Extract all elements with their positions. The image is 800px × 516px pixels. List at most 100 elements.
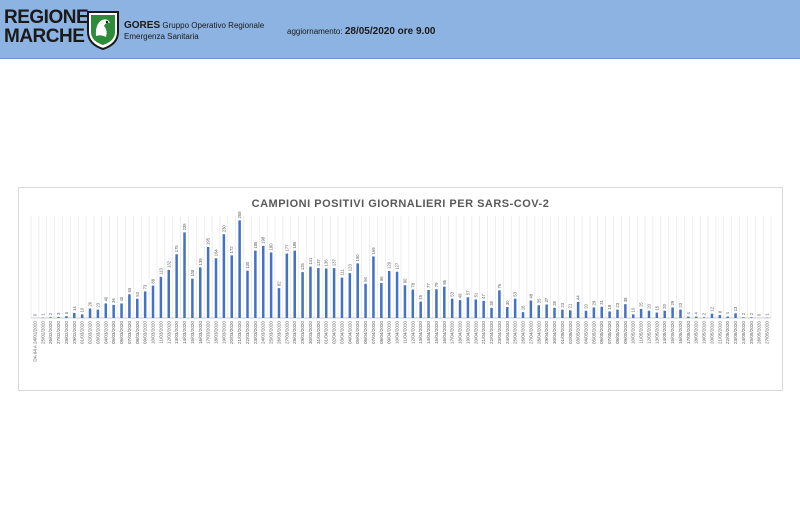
- bar: [309, 266, 312, 318]
- bar: [380, 283, 383, 318]
- x-tick-label: 06/03/2020: [119, 321, 124, 344]
- x-tick-label: 27/03/2020: [284, 321, 289, 344]
- data-label: 235: [182, 223, 187, 231]
- x-tick-label: 14/05/2020: [662, 321, 667, 344]
- bar: [679, 309, 682, 318]
- x-tick-label: 06/05/2020: [599, 321, 604, 344]
- bar: [592, 307, 596, 318]
- x-tick-label: 01/04/2020: [324, 321, 329, 344]
- bar: [214, 258, 218, 318]
- bar: [576, 301, 580, 318]
- data-label: 175: [174, 245, 179, 253]
- data-label: 40: [119, 296, 124, 301]
- x-tick-label: 15/04/2020: [434, 321, 439, 344]
- data-label: 4: [694, 312, 699, 315]
- x-tick-label: 10/05/2020: [631, 321, 636, 344]
- regione-marche-shield-icon: [86, 10, 120, 51]
- data-label: 132: [166, 260, 171, 268]
- x-tick-label: 23/05/2020: [733, 321, 738, 344]
- x-tick-label: 16/05/2020: [678, 321, 683, 344]
- bar: [482, 300, 485, 318]
- x-tick-label: 07/04/2020: [371, 321, 376, 344]
- x-tick-label: 07/05/2020: [607, 321, 612, 344]
- bar: [112, 304, 115, 318]
- data-label: 45: [418, 294, 423, 299]
- bar: [584, 310, 588, 318]
- data-label: 37: [544, 297, 549, 302]
- x-tick-label: 24/04/2020: [505, 321, 510, 344]
- data-label: 73: [143, 284, 148, 289]
- x-tick-label: 15/05/2020: [670, 321, 675, 344]
- x-tick-label: 16/04/2020: [442, 321, 447, 344]
- data-label: 65: [127, 287, 132, 292]
- data-label: 2: [741, 312, 746, 315]
- gridlines: [30, 216, 772, 318]
- bar: [466, 297, 470, 318]
- bar: [49, 317, 52, 318]
- bar: [167, 269, 171, 318]
- bar: [246, 270, 249, 318]
- x-tick-label: 13/05/2020: [654, 321, 659, 344]
- x-tick-label: 23/04/2020: [497, 321, 502, 344]
- x-tick-label: 26/04/2020: [521, 321, 526, 344]
- data-label: 29: [670, 300, 675, 305]
- bar: [474, 299, 478, 318]
- x-tick-label: 11/03/2020: [158, 321, 163, 344]
- org-name: GORES: [124, 20, 161, 31]
- update-timestamp: 28/05/2020 ore 9.00: [344, 26, 436, 37]
- bar: [647, 310, 651, 318]
- x-tick-label: 10/04/2020: [395, 321, 400, 344]
- bar: [521, 312, 525, 318]
- x-tick-label: 25/03/2020: [269, 321, 274, 344]
- x-tick-label: 14/04/2020: [426, 321, 431, 344]
- bar: [663, 310, 666, 318]
- data-label: 23: [95, 302, 100, 307]
- bar: [513, 298, 517, 318]
- x-tick-label: 27/05/2020: [765, 321, 770, 344]
- bar: [553, 307, 556, 318]
- bar: [80, 314, 84, 318]
- data-label: 16: [521, 305, 526, 310]
- x-tick-label: 17/04/2020: [450, 321, 455, 344]
- x-tick-label: 19/04/2020: [465, 321, 470, 344]
- data-label: 28: [489, 300, 494, 305]
- x-tick-label: 19/05/2020: [702, 321, 707, 344]
- data-label: 77: [426, 283, 431, 288]
- bar: [435, 289, 438, 318]
- bar: [561, 309, 564, 318]
- x-tick-label: 09/03/2020: [143, 321, 148, 344]
- data-label: 108: [190, 269, 195, 277]
- x-tick-label: 22/03/2020: [245, 321, 250, 344]
- bar: [143, 291, 147, 318]
- data-label: 31: [599, 299, 604, 304]
- x-tick-label: 29/02/2020: [72, 321, 77, 344]
- x-tick-label: 13/03/2020: [174, 321, 179, 344]
- data-label: 89: [151, 278, 156, 283]
- data-label: 20: [646, 303, 651, 308]
- bar: [403, 285, 407, 318]
- bar: [458, 300, 462, 318]
- data-label: 18: [607, 304, 612, 309]
- data-label: 2: [48, 312, 53, 315]
- x-tick-label: 17/03/2020: [206, 321, 211, 344]
- data-label: 94: [363, 276, 368, 281]
- data-label: 4: [686, 312, 691, 315]
- bar: [608, 311, 611, 318]
- bar: [624, 304, 627, 318]
- bar: [616, 309, 619, 318]
- x-tick-label: 09/04/2020: [387, 321, 392, 344]
- bar: [419, 301, 422, 318]
- bar: [427, 289, 430, 318]
- data-label: 169: [371, 247, 376, 255]
- x-tick-label: 25/04/2020: [513, 321, 518, 344]
- x-tick-label: 06/04/2020: [363, 321, 368, 344]
- bar: [285, 253, 289, 318]
- bar: [151, 285, 155, 318]
- x-tick-label: 19/03/2020: [221, 321, 226, 344]
- x-tick-label: 27/04/2020: [528, 321, 533, 344]
- bar: [710, 313, 714, 318]
- bar: [198, 267, 202, 318]
- x-tick-label: 25/05/2020: [749, 321, 754, 344]
- bar: [631, 314, 635, 318]
- data-label: 14: [72, 306, 77, 311]
